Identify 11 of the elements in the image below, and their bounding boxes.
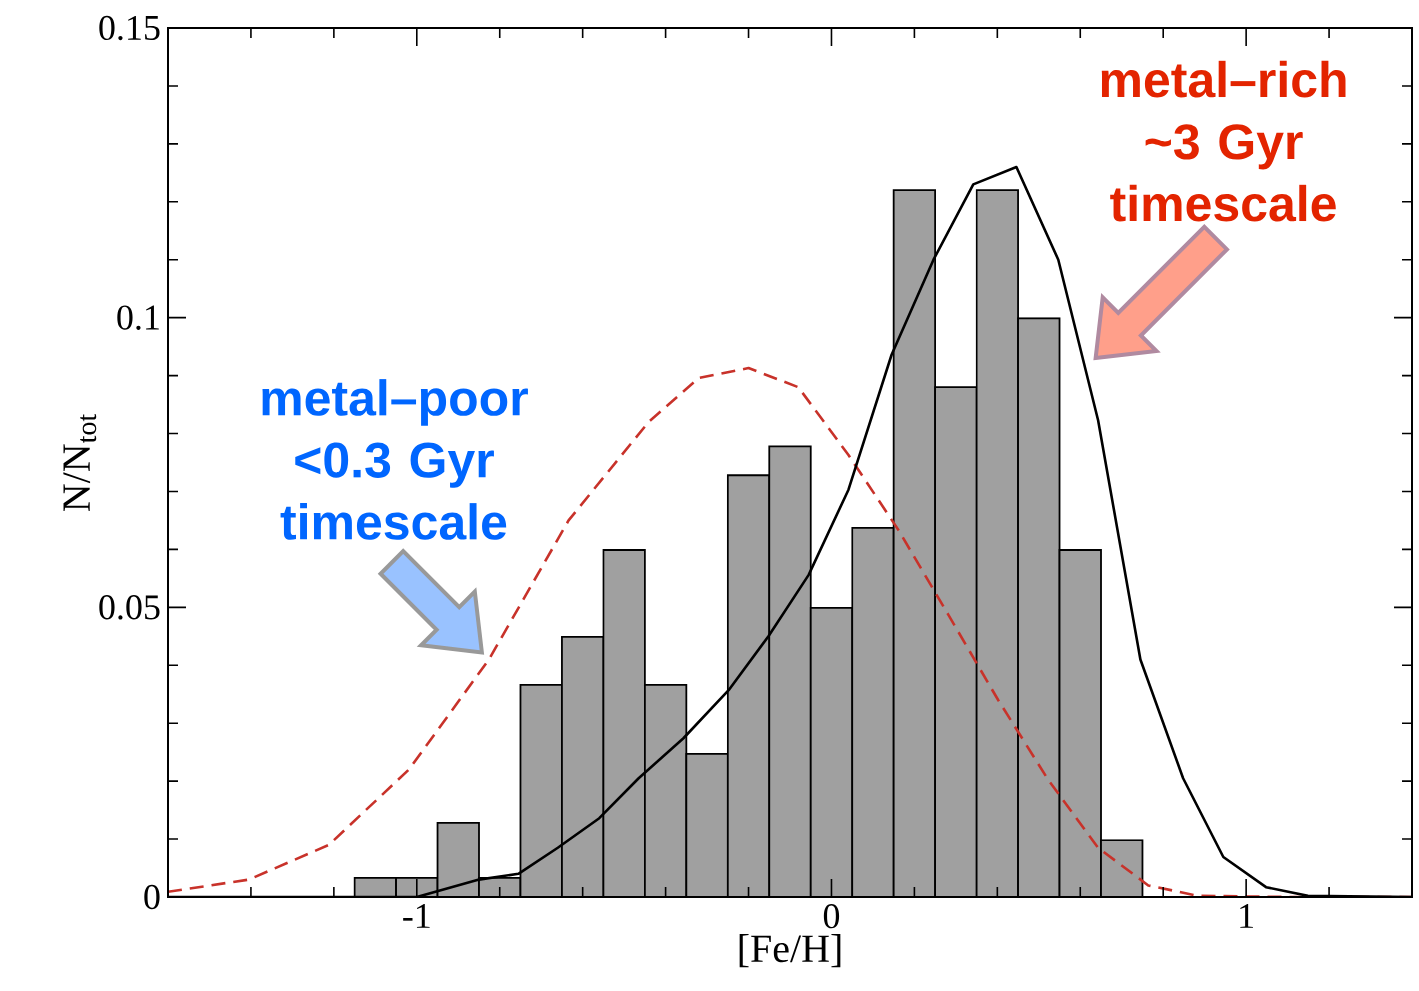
annotation: metal–rich ~3 Gyr timescale xyxy=(1101,60,1346,222)
annotation: metal–poor <0.3 Gyr timescale xyxy=(262,379,528,540)
y-tick-label: 0.15 xyxy=(99,15,160,41)
y-tick-label: 0 xyxy=(144,884,160,910)
x-tick-label: 0 xyxy=(823,904,840,929)
y-tick-label: 0.05 xyxy=(99,595,160,620)
x-tick-label: -1 xyxy=(403,904,430,928)
y-tick-label: 0.1 xyxy=(117,305,159,330)
x-axis-title: [Fe/H] xyxy=(739,934,841,968)
x-tick-label: 1 xyxy=(1240,904,1253,928)
y-axis-title: N/N$_{tot}$ xyxy=(63,413,97,512)
